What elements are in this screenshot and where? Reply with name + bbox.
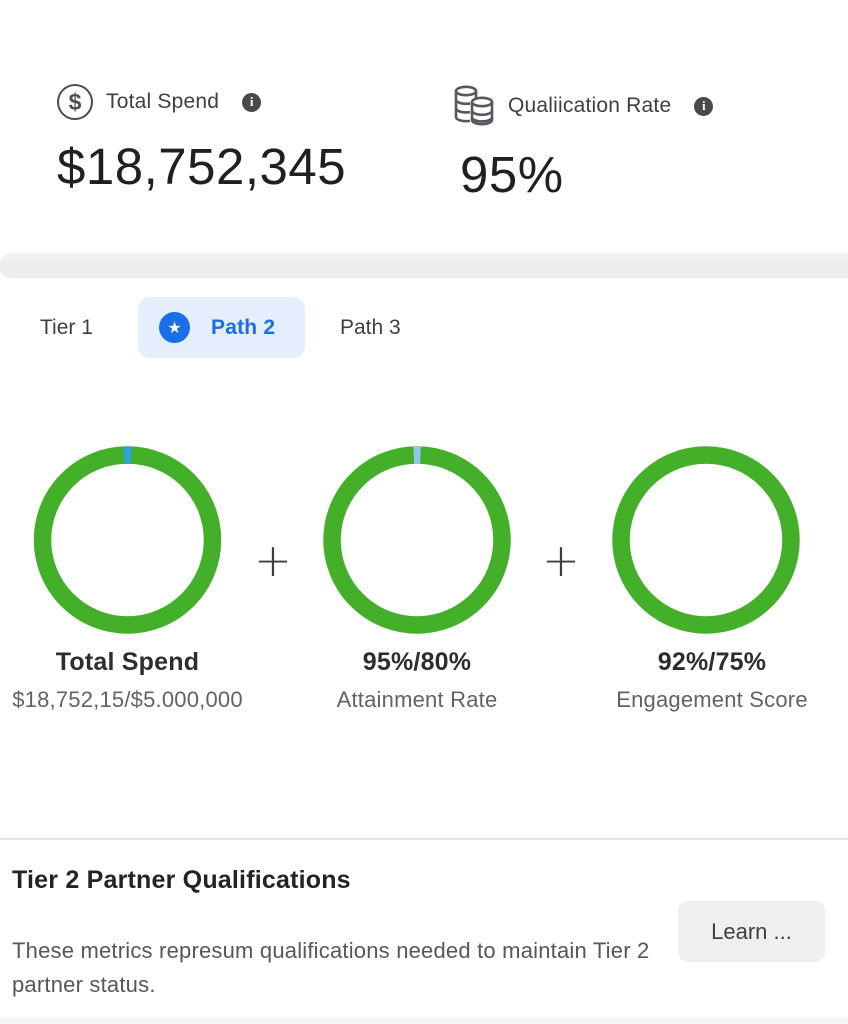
total-spend-stat: $ Total Spend i $18,752,345 (57, 84, 346, 196)
section-divider-line (0, 838, 848, 840)
ring-attainment-rate (323, 446, 511, 634)
total-spend-label: Total Spend (106, 90, 220, 113)
tab-tier-1[interactable]: Tier 1 (40, 316, 93, 339)
qualifications-heading: Tier 2 Partner Qualifications (12, 866, 351, 894)
info-icon[interactable]: i (694, 96, 714, 116)
tab-path-2-label: Path 2 (211, 315, 276, 339)
coins-icon (454, 85, 494, 126)
ring-caption-engagement: 92%/75% Engagement Score (576, 648, 848, 713)
qualification-rate-value: 95% (460, 146, 564, 203)
ring-subtitle: $18,752,15/$5.000,000 (12, 687, 243, 712)
ring-engagement-score (612, 446, 800, 634)
qualification-rate-stat: Qualiication Rate i 95% (453, 84, 714, 204)
tab-path-3[interactable]: Path 3 (340, 316, 401, 339)
ring-title: 95%/80% (362, 648, 472, 676)
ring-caption-attainment: 95%/80% Attainment Rate (287, 648, 547, 713)
ring-caption-total-spend: Total Spend $18,752,15/$5.000,000 (0, 648, 261, 713)
ring-title: 92%/75% (657, 648, 767, 676)
dollar-circle-icon: $ (57, 84, 93, 120)
star-icon: ★ (159, 312, 190, 343)
bottom-edge-strip (0, 1017, 848, 1024)
ring-title: Total Spend (55, 648, 200, 676)
qualifications-description: These metrics represum qualifications ne… (12, 938, 650, 997)
section-divider-band (0, 253, 848, 278)
qualification-rate-label: Qualiication Rate (508, 94, 672, 117)
info-icon[interactable]: i (242, 92, 262, 112)
learn-more-button[interactable]: Learn ... (678, 901, 825, 962)
ring-subtitle: Attainment Rate (336, 687, 498, 712)
plus-separator: + (254, 534, 292, 587)
ring-total-spend (33, 446, 222, 634)
ring-subtitle: Engagement Score (616, 687, 808, 712)
tab-path-2[interactable]: ★ Path 2 (138, 297, 305, 358)
plus-separator: + (542, 534, 580, 587)
progress-rings (33, 446, 800, 634)
tier-path-tabs: Tier 1 ★ Path 2 Path 3 (0, 296, 848, 360)
total-spend-value: $18,752,345 (57, 138, 347, 195)
